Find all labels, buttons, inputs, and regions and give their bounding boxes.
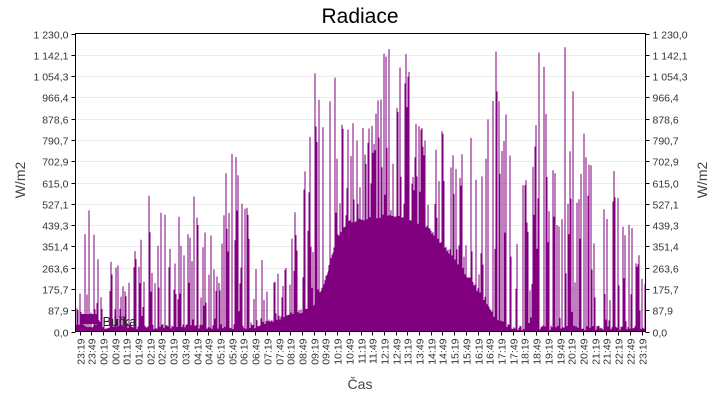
y-tick-label: 175,7 [42, 285, 68, 297]
x-tick-label: 22:19 [614, 338, 626, 364]
x-tick-label: 03:19 [169, 338, 181, 364]
x-tick-label: 23:19 [76, 338, 88, 364]
legend-label: Búřka [103, 314, 138, 329]
y-tick-label: 702,9 [653, 157, 679, 169]
y-tick-label: 351,4 [653, 242, 679, 254]
x-tick-label: 22:49 [626, 338, 638, 364]
y-tick-label: 878,6 [653, 115, 679, 127]
y-tick-label: 966,4 [653, 93, 679, 105]
x-tick-label: 05:19 [216, 338, 228, 364]
y-tick-label: 527,1 [653, 200, 679, 212]
y-tick-label: 351,4 [42, 242, 68, 254]
x-axis: 23:19 23:49 00:19 00:49 01:19 01:49 02:19 02:49… [76, 331, 650, 365]
x-tick-label: 17:49 [509, 338, 521, 364]
y-tick-label: 87,9 [48, 306, 69, 318]
y-tick-label: 790,7 [653, 136, 679, 148]
y-tick-label: 615,0 [42, 179, 68, 191]
x-tick-label: 09:49 [321, 338, 333, 364]
legend-swatch [81, 314, 98, 324]
x-tick-label: 05:49 [228, 338, 240, 364]
x-tick-label: 10:19 [333, 338, 345, 364]
y-tick-label: 87,9 [653, 306, 674, 318]
x-tick-label: 02:19 [146, 338, 158, 364]
y-tick-label: 790,7 [42, 136, 68, 148]
x-tick-label: 23:19 [638, 338, 650, 364]
x-tick-label: 00:19 [99, 338, 111, 364]
y-tick-label: 263,6 [653, 264, 679, 276]
y-tick-label: 263,6 [42, 264, 68, 276]
y-tick-label: 439,3 [42, 221, 68, 233]
x-axis-label: Čas [347, 376, 373, 392]
plot-frame [75, 33, 646, 332]
x-tick-label: 16:49 [485, 338, 497, 364]
x-tick-label: 01:19 [122, 338, 134, 364]
y-tick-label: 966,4 [42, 93, 68, 105]
x-tick-label: 08:49 [298, 338, 310, 364]
x-tick-label: 16:19 [474, 338, 486, 364]
x-tick-label: 17:19 [497, 338, 509, 364]
y-tick-label: 1 230,0 [653, 30, 688, 42]
x-tick-label: 07:19 [263, 338, 275, 364]
x-tick-label: 13:19 [403, 338, 415, 364]
x-tick-label: 21:49 [602, 338, 614, 364]
y-axis-right: 0,0 87,9 175,7 263,6 351,4 439,3 527,1 615,0 702… [645, 30, 688, 340]
x-tick-label: 18:19 [520, 338, 532, 364]
y-tick-label: 1 054,3 [653, 72, 688, 84]
x-tick-label: 04:49 [204, 338, 216, 364]
y-tick-label: 527,1 [42, 200, 68, 212]
x-tick-label: 01:49 [134, 338, 146, 364]
x-tick-label: 09:19 [310, 338, 322, 364]
x-tick-label: 19:49 [556, 338, 568, 364]
y-tick-label: 439,3 [653, 221, 679, 233]
x-tick-label: 19:19 [544, 338, 556, 364]
y-tick-label: 0,0 [54, 328, 69, 340]
x-tick-label: 20:49 [579, 338, 591, 364]
y-tick-label: 878,6 [42, 115, 68, 127]
x-tick-label: 11:19 [357, 338, 369, 364]
legend: Búřka [81, 314, 138, 329]
x-tick-label: 18:49 [532, 338, 544, 364]
data-series-radiace [75, 47, 646, 332]
y-tick-label: 615,0 [653, 179, 679, 191]
x-tick-label: 10:49 [345, 338, 357, 364]
x-tick-label: 15:19 [450, 338, 462, 364]
y-axis-left: 0,0 87,9 175,7 263,6 351,4 439,3 527,1 615,0 702… [33, 30, 76, 340]
x-tick-label: 06:19 [239, 338, 251, 364]
x-tick-label: 12:49 [392, 338, 404, 364]
x-tick-label: 00:49 [111, 338, 123, 364]
x-tick-label: 23:49 [87, 338, 99, 364]
y-tick-label: 702,9 [42, 157, 68, 169]
x-tick-label: 02:49 [157, 338, 169, 364]
y-tick-label: 1 142,1 [653, 51, 688, 63]
x-tick-label: 06:49 [251, 338, 263, 364]
x-tick-label: 11:49 [368, 338, 380, 364]
y-tick-label: 0,0 [653, 328, 668, 340]
y-tick-label: 175,7 [653, 285, 679, 297]
x-tick-label: 21:19 [591, 338, 603, 364]
y-tick-label: 1 142,1 [33, 51, 68, 63]
x-tick-label: 07:49 [275, 338, 287, 364]
y-tick-label: 1 230,0 [33, 30, 68, 42]
x-tick-label: 14:49 [438, 338, 450, 364]
x-tick-label: 20:19 [567, 338, 579, 364]
x-tick-label: 14:19 [427, 338, 439, 364]
chart-title: Radiace [321, 5, 399, 28]
x-tick-label: 03:49 [181, 338, 193, 364]
x-tick-label: 04:19 [193, 338, 205, 364]
x-tick-label: 12:19 [380, 338, 392, 364]
x-tick-label: 15:49 [462, 338, 474, 364]
x-tick-label: 13:49 [415, 338, 427, 364]
y-tick-label: 1 054,3 [33, 72, 68, 84]
x-tick-label: 08:19 [286, 338, 298, 364]
